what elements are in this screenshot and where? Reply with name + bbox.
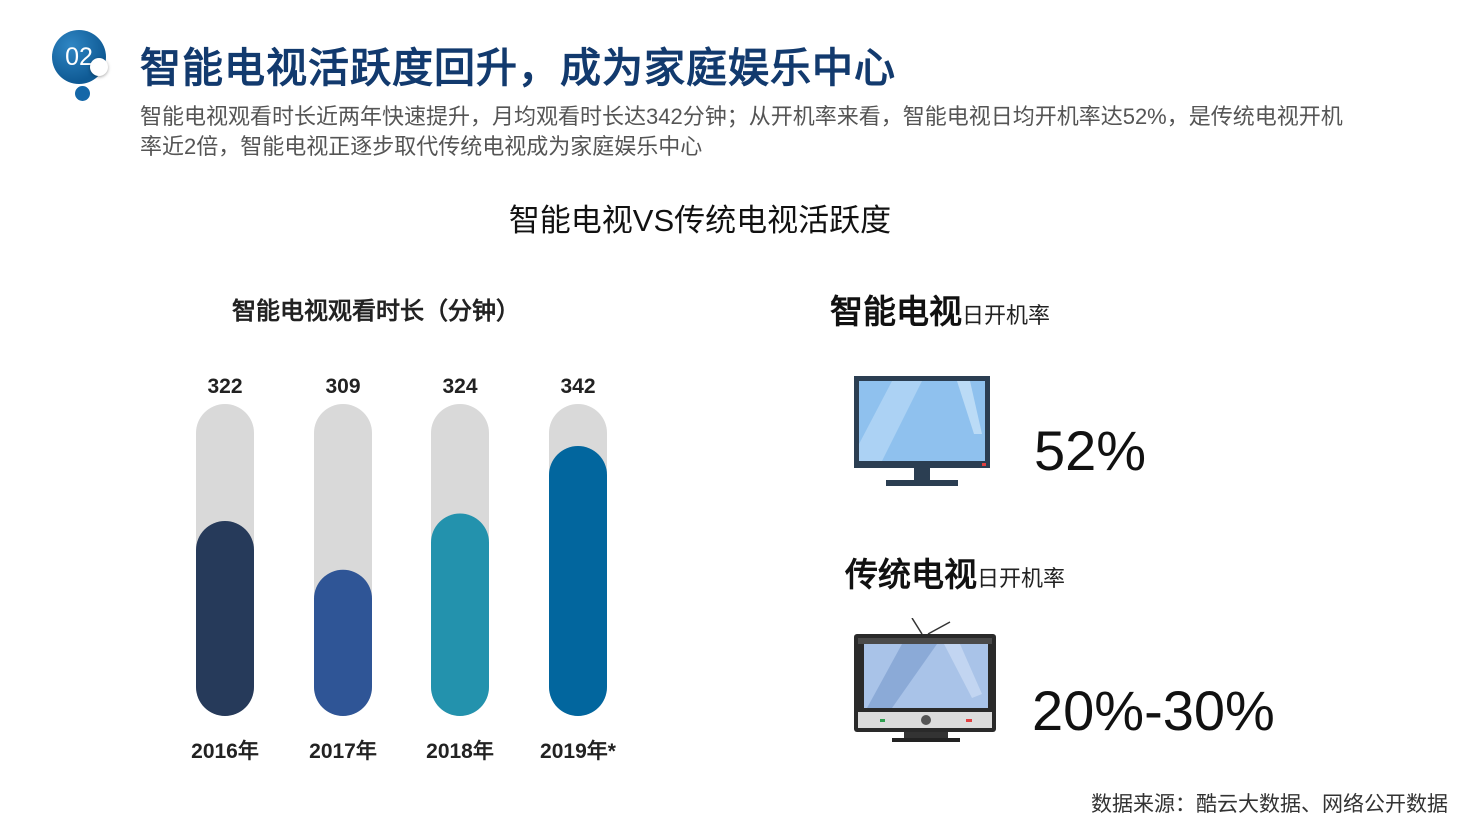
category-label: 2016年 [191,739,259,763]
bar [431,513,489,716]
monitor-icon [854,376,990,486]
traditional-tv-label: 传统电视日开机率 [845,548,1065,596]
category-label: 2019年* [540,739,617,763]
chart-title: 智能电视观看时长（分钟） [232,298,520,325]
bar [549,446,607,716]
data-source: 数据来源：酷云大数据、网络公开数据 [1091,793,1448,816]
smart-tv-name: 智能电视 [830,293,962,330]
category-label: 2017年 [309,739,377,763]
bar-value-label: 322 [207,375,242,398]
bar-value-label: 324 [442,375,477,398]
traditional-tv-rate: 20%-30% [1032,679,1275,742]
traditional-tv-metric: 日开机率 [977,566,1066,591]
section-number-badge: 02 [52,30,114,102]
viewing-time-bar-chart: 322 2016年 309 2017年 324 2018年 342 2019年* [191,375,617,763]
traditional-tv-name: 传统电视 [845,556,977,593]
badge-dot-white [90,58,108,76]
badge-dot-blue [75,86,90,101]
smart-tv-metric: 日开机率 [962,303,1051,328]
bar [196,521,254,716]
category-label: 2018年 [426,739,494,763]
section-title: 智能电视VS传统电视活跃度 [508,203,892,238]
smart-tv-rate: 52% [1034,419,1147,482]
bar-value-label: 342 [560,375,595,398]
page-title: 智能电视活跃度回升，成为家庭娱乐中心 [140,45,896,91]
page-subtitle: 智能电视观看时长近两年快速提升，月均观看时长达342分钟；从开机率来看，智能电视… [140,104,1343,159]
bar [314,569,372,716]
section-number: 02 [52,30,106,84]
bar-value-label: 309 [325,375,360,398]
smart-tv-label: 智能电视日开机率 [830,285,1050,333]
crt-tv-icon [854,618,996,742]
